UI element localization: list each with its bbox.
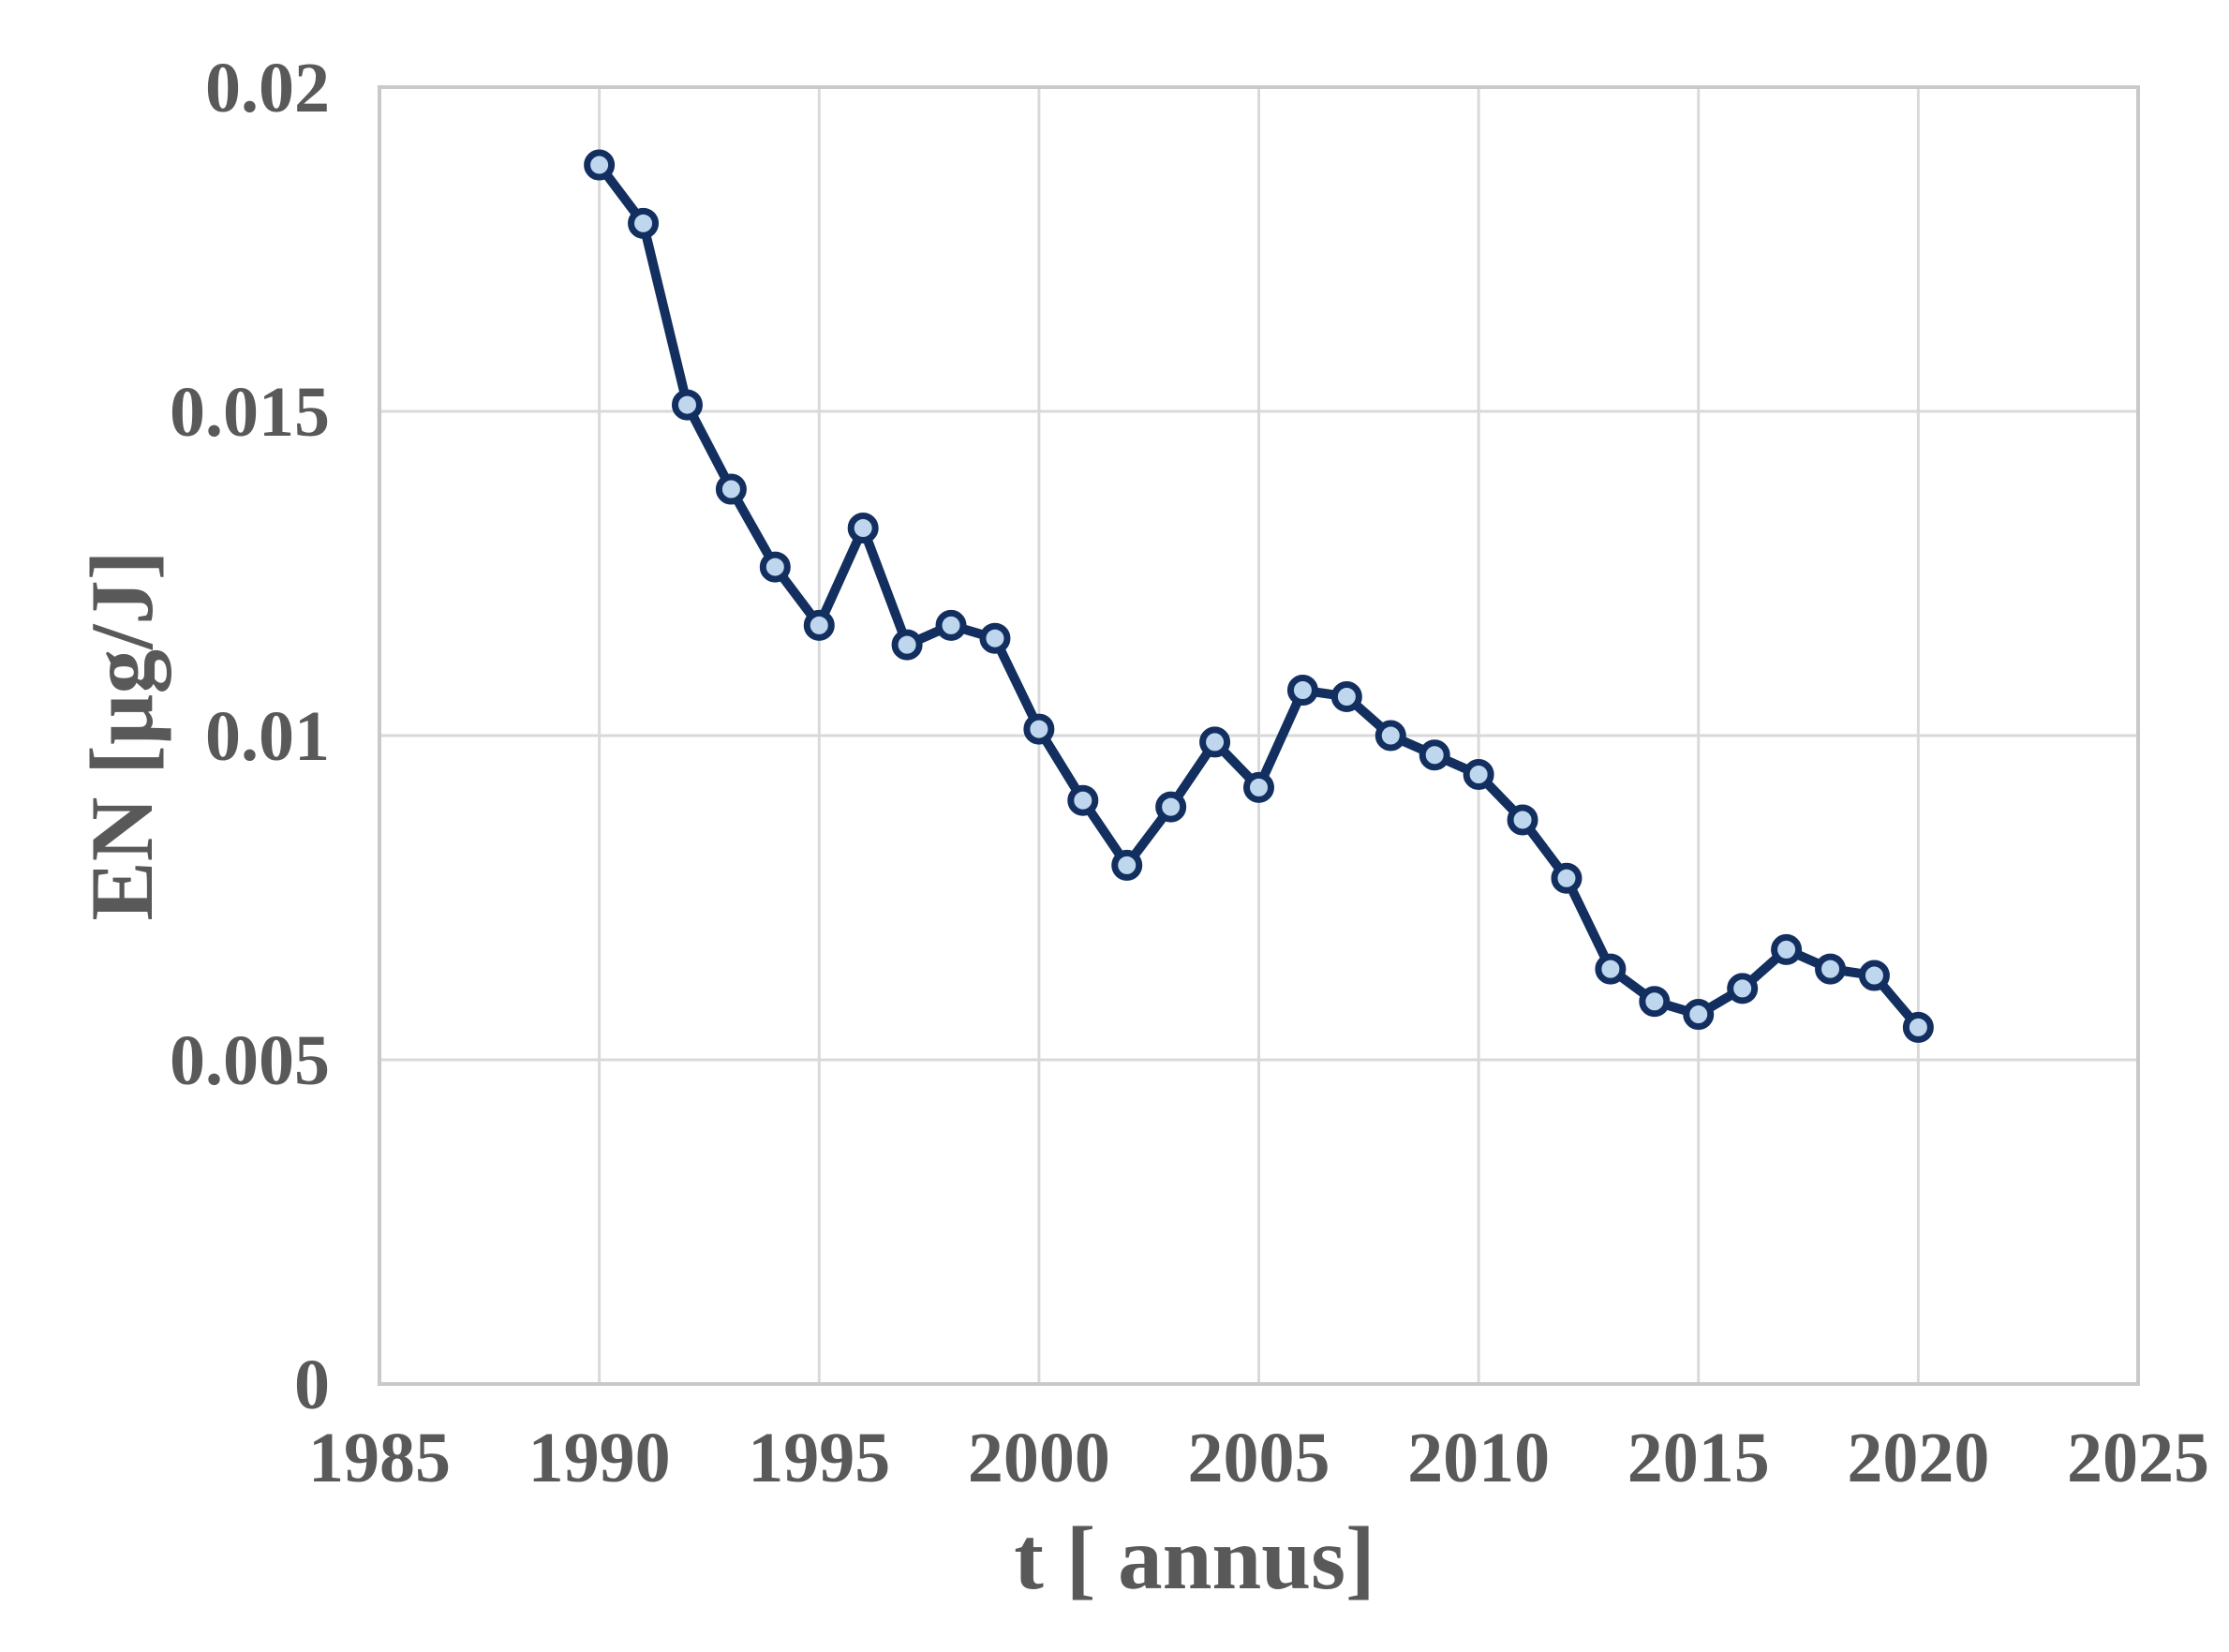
y-tick-label: 0 bbox=[294, 1346, 330, 1424]
y-axis-title: EN [µg/J] bbox=[72, 550, 171, 921]
x-tick-label: 2020 bbox=[1847, 1419, 1989, 1497]
data-point-2002 bbox=[1111, 849, 1143, 881]
x-tick-label: 1995 bbox=[748, 1419, 890, 1497]
data-point-1993 bbox=[715, 473, 747, 505]
data-point-2011 bbox=[1507, 804, 1538, 836]
x-tick-label: 2005 bbox=[1188, 1419, 1330, 1497]
x-tick-label: 2025 bbox=[2067, 1419, 2209, 1497]
data-point-2010 bbox=[1463, 759, 1494, 791]
y-tick-label: 0.015 bbox=[170, 373, 330, 452]
data-point-2014 bbox=[1639, 986, 1671, 1018]
data-point-1996 bbox=[847, 513, 879, 544]
x-tick-label: 1990 bbox=[528, 1419, 671, 1497]
data-point-2009 bbox=[1419, 739, 1450, 771]
data-point-2004 bbox=[1199, 726, 1231, 758]
y-tick-label: 0.01 bbox=[205, 697, 330, 776]
data-point-2005 bbox=[1243, 771, 1274, 803]
data-point-2016 bbox=[1727, 973, 1759, 1005]
x-tick-label: 2000 bbox=[968, 1419, 1110, 1497]
data-point-2018 bbox=[1815, 953, 1847, 985]
x-axis-title: t [ annus] bbox=[1014, 1509, 1375, 1608]
data-point-1992 bbox=[671, 389, 703, 421]
data-point-1995 bbox=[803, 609, 835, 641]
data-point-1991 bbox=[628, 207, 660, 239]
data-point-1990 bbox=[584, 149, 616, 181]
data-point-2003 bbox=[1155, 791, 1187, 823]
data-point-1997 bbox=[891, 629, 923, 661]
y-tick-label: 0.02 bbox=[205, 49, 330, 127]
data-point-2006 bbox=[1286, 675, 1318, 707]
data-point-1999 bbox=[979, 622, 1011, 654]
y-tick-label: 0.005 bbox=[170, 1021, 330, 1100]
plot-border bbox=[378, 85, 2140, 1386]
data-point-1998 bbox=[935, 609, 967, 641]
x-tick-label: 1985 bbox=[308, 1419, 451, 1497]
data-point-2017 bbox=[1771, 933, 1803, 965]
data-point-2008 bbox=[1375, 720, 1406, 752]
data-point-2007 bbox=[1330, 680, 1362, 712]
data-point-2015 bbox=[1683, 999, 1715, 1031]
x-tick-label: 2015 bbox=[1627, 1419, 1770, 1497]
data-point-1994 bbox=[759, 551, 791, 583]
data-point-2019 bbox=[1858, 960, 1890, 991]
data-point-2020 bbox=[1902, 1011, 1934, 1043]
data-point-2001 bbox=[1067, 784, 1099, 816]
data-point-2000 bbox=[1023, 713, 1055, 745]
data-point-2013 bbox=[1595, 953, 1627, 985]
x-tick-label: 2010 bbox=[1407, 1419, 1550, 1497]
data-point-2012 bbox=[1551, 862, 1583, 894]
